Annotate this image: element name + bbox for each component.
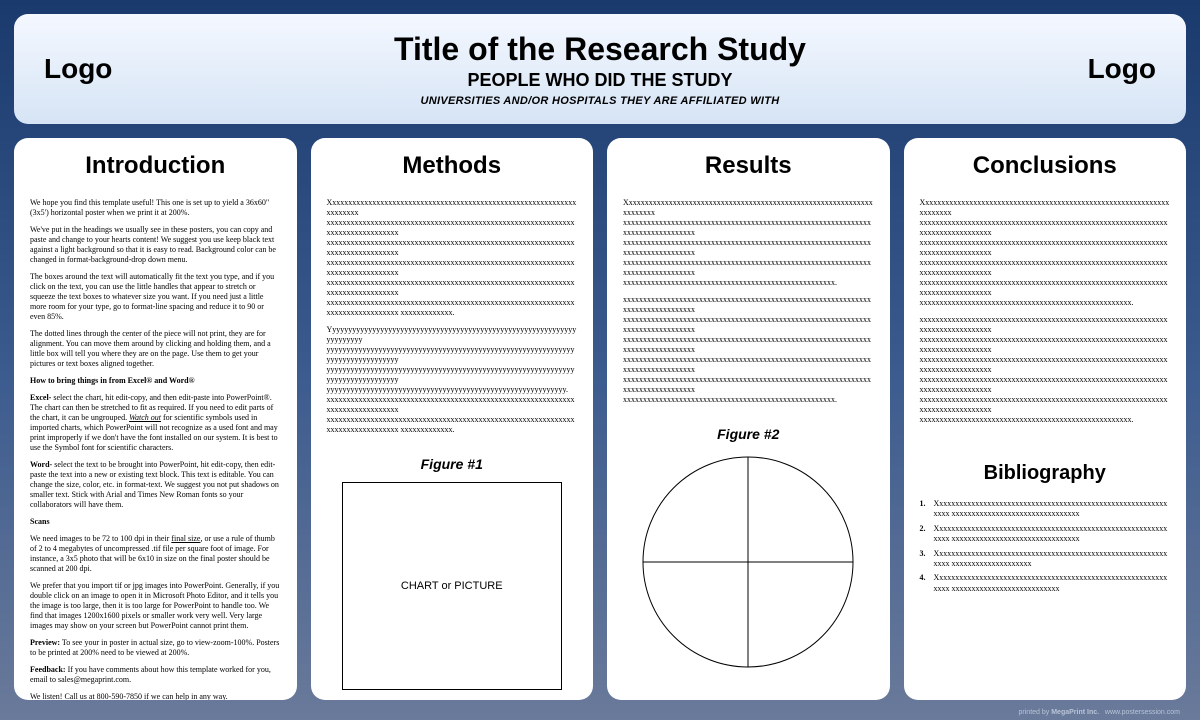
figure2-label: Figure #2 bbox=[623, 426, 874, 442]
bibliography-number: 3. bbox=[920, 549, 934, 570]
bibliography-text: Xxxxxxxxxxxxxxxxxxxxxxxxxxxxxxxxxxxxxxxx… bbox=[934, 549, 1171, 570]
conclusions-body: Xxxxxxxxxxxxxxxxxxxxxxxxxxxxxxxxxxxxxxxx… bbox=[920, 198, 1171, 432]
heading-methods: Methods bbox=[327, 152, 578, 180]
column-results: Results Xxxxxxxxxxxxxxxxxxxxxxxxxxxxxxxx… bbox=[607, 138, 890, 700]
bibliography-text: Xxxxxxxxxxxxxxxxxxxxxxxxxxxxxxxxxxxxxxxx… bbox=[934, 499, 1171, 520]
paragraph: Scans bbox=[30, 517, 281, 527]
bibliography-list: 1.Xxxxxxxxxxxxxxxxxxxxxxxxxxxxxxxxxxxxxx… bbox=[920, 499, 1171, 598]
footer-company: MegaPrint Inc. bbox=[1051, 709, 1099, 716]
heading-conclusions: Conclusions bbox=[920, 152, 1171, 180]
paragraph: Xxxxxxxxxxxxxxxxxxxxxxxxxxxxxxxxxxxxxxxx… bbox=[920, 198, 1171, 308]
paragraph: Feedback: If you have comments about how… bbox=[30, 665, 281, 685]
bibliography-heading: Bibliography bbox=[920, 462, 1171, 485]
figure1-text: CHART or PICTURE bbox=[401, 580, 503, 592]
column-conclusions: Conclusions Xxxxxxxxxxxxxxxxxxxxxxxxxxxx… bbox=[904, 138, 1187, 700]
bibliography-item: 4.Xxxxxxxxxxxxxxxxxxxxxxxxxxxxxxxxxxxxxx… bbox=[920, 573, 1171, 594]
paragraph: The dotted lines through the center of t… bbox=[30, 329, 281, 369]
column-introduction: Introduction We hope you find this templ… bbox=[14, 138, 297, 700]
paragraph: We listen! Call us at 800-590-7850 if we… bbox=[30, 692, 281, 700]
paragraph: Excel- select the chart, hit edit-copy, … bbox=[30, 393, 281, 453]
paragraph: We've put in the headings we usually see… bbox=[30, 225, 281, 265]
poster-columns: Introduction We hope you find this templ… bbox=[14, 138, 1186, 700]
paragraph: Xxxxxxxxxxxxxxxxxxxxxxxxxxxxxxxxxxxxxxxx… bbox=[623, 198, 874, 288]
results-body: Xxxxxxxxxxxxxxxxxxxxxxxxxxxxxxxxxxxxxxxx… bbox=[623, 198, 874, 412]
poster-affiliation: UNIVERSITIES AND/OR HOSPITALS THEY ARE A… bbox=[164, 95, 1036, 107]
introduction-body: We hope you find this template useful! T… bbox=[30, 198, 281, 700]
methods-body: Xxxxxxxxxxxxxxxxxxxxxxxxxxxxxxxxxxxxxxxx… bbox=[327, 198, 578, 442]
figure1-label: Figure #1 bbox=[327, 456, 578, 472]
paragraph: The boxes around the text will automatic… bbox=[30, 272, 281, 322]
poster-authors: PEOPLE WHO DID THE STUDY bbox=[164, 70, 1036, 91]
poster-header: Logo Title of the Research Study PEOPLE … bbox=[14, 14, 1186, 124]
paragraph: Preview: To see your in poster in actual… bbox=[30, 638, 281, 658]
footer-printed-by: printed by bbox=[1019, 709, 1050, 716]
bibliography-number: 4. bbox=[920, 573, 934, 594]
paragraph: xxxxxxxxxxxxxxxxxxxxxxxxxxxxxxxxxxxxxxxx… bbox=[623, 295, 874, 405]
paragraph: Yyyyyyyyyyyyyyyyyyyyyyyyyyyyyyyyyyyyyyyy… bbox=[327, 325, 578, 435]
paragraph: How to bring things in from Excel® and W… bbox=[30, 376, 281, 386]
poster-footer: printed by MegaPrint Inc. www.postersess… bbox=[1019, 709, 1180, 716]
bibliography-item: 1.Xxxxxxxxxxxxxxxxxxxxxxxxxxxxxxxxxxxxxx… bbox=[920, 499, 1171, 520]
paragraph: Xxxxxxxxxxxxxxxxxxxxxxxxxxxxxxxxxxxxxxxx… bbox=[327, 198, 578, 318]
bibliography-item: 2.Xxxxxxxxxxxxxxxxxxxxxxxxxxxxxxxxxxxxxx… bbox=[920, 524, 1171, 545]
paragraph: We prefer that you import tif or jpg ima… bbox=[30, 581, 281, 631]
logo-right: Logo bbox=[1036, 53, 1156, 85]
bibliography-number: 2. bbox=[920, 524, 934, 545]
bibliography-number: 1. bbox=[920, 499, 934, 520]
bibliography-text: Xxxxxxxxxxxxxxxxxxxxxxxxxxxxxxxxxxxxxxxx… bbox=[934, 573, 1171, 594]
column-methods: Methods Xxxxxxxxxxxxxxxxxxxxxxxxxxxxxxxx… bbox=[311, 138, 594, 700]
logo-left: Logo bbox=[44, 53, 164, 85]
paragraph: We hope you find this template useful! T… bbox=[30, 198, 281, 218]
paragraph: We need images to be 72 to 100 dpi in th… bbox=[30, 534, 281, 574]
paragraph: xxxxxxxxxxxxxxxxxxxxxxxxxxxxxxxxxxxxxxxx… bbox=[920, 315, 1171, 425]
heading-introduction: Introduction bbox=[30, 152, 281, 180]
heading-results: Results bbox=[623, 152, 874, 180]
figure1-placeholder: CHART or PICTURE bbox=[342, 482, 562, 690]
header-titles: Title of the Research Study PEOPLE WHO D… bbox=[164, 31, 1036, 107]
poster-title: Title of the Research Study bbox=[164, 31, 1036, 68]
bibliography-item: 3.Xxxxxxxxxxxxxxxxxxxxxxxxxxxxxxxxxxxxxx… bbox=[920, 549, 1171, 570]
pie-chart-icon bbox=[638, 452, 858, 672]
figure2-pie bbox=[638, 452, 858, 672]
footer-site: www.postersession.com bbox=[1105, 709, 1180, 716]
bibliography-text: Xxxxxxxxxxxxxxxxxxxxxxxxxxxxxxxxxxxxxxxx… bbox=[934, 524, 1171, 545]
paragraph: Word- select the text to be brought into… bbox=[30, 460, 281, 510]
